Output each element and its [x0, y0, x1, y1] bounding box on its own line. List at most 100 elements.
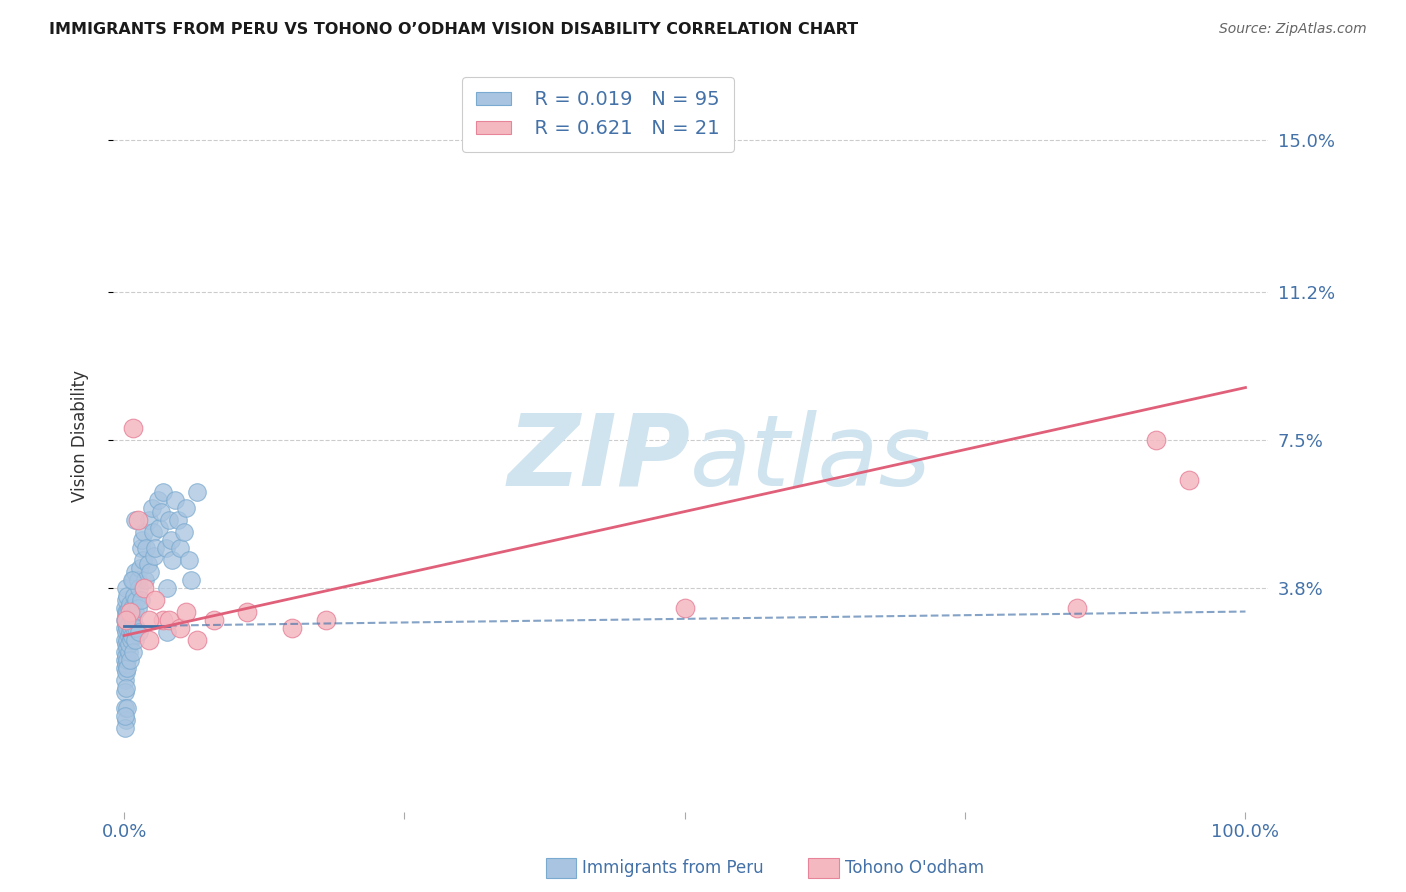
Point	[115, 681, 138, 695]
Point	[132, 552, 155, 566]
Point	[139, 565, 162, 579]
Point	[120, 632, 142, 647]
Point	[125, 592, 148, 607]
Point	[174, 500, 197, 515]
Point	[114, 660, 136, 674]
Point	[186, 484, 208, 499]
Point	[169, 621, 191, 635]
Point	[124, 565, 146, 579]
Point	[115, 657, 138, 671]
Point	[202, 613, 225, 627]
Point	[155, 541, 177, 555]
Point	[118, 652, 141, 666]
Point	[128, 581, 150, 595]
Point	[122, 621, 145, 635]
Point	[121, 600, 143, 615]
Point	[127, 573, 149, 587]
Point	[167, 512, 190, 526]
Text: Source: ZipAtlas.com: Source: ZipAtlas.com	[1219, 22, 1367, 37]
Point	[138, 512, 160, 526]
Point	[673, 600, 696, 615]
Point	[115, 616, 138, 631]
Point	[122, 420, 145, 434]
Point	[143, 549, 166, 563]
Point	[117, 605, 139, 619]
Point	[115, 624, 138, 639]
Point	[156, 624, 179, 639]
Point	[121, 573, 143, 587]
Point	[114, 600, 136, 615]
Point	[157, 613, 180, 627]
Point	[157, 512, 180, 526]
Point	[138, 613, 160, 627]
Point	[125, 621, 148, 635]
Point	[118, 624, 141, 639]
Point	[180, 573, 202, 587]
Point	[117, 644, 139, 658]
Point	[117, 652, 139, 666]
Point	[117, 600, 139, 615]
Point	[145, 541, 167, 555]
Point	[236, 605, 259, 619]
Point	[117, 621, 139, 635]
Point	[281, 621, 304, 635]
Point	[141, 500, 163, 515]
Point	[114, 721, 136, 735]
Point	[122, 613, 145, 627]
Point	[115, 648, 138, 663]
Point	[173, 524, 195, 539]
Point	[117, 613, 139, 627]
Legend:   R = 0.019   N = 95,   R = 0.621   N = 21: R = 0.019 N = 95, R = 0.621 N = 21	[463, 77, 734, 152]
Point	[120, 621, 142, 635]
Point	[142, 524, 165, 539]
Point	[122, 644, 145, 658]
Point	[118, 605, 141, 619]
Point	[117, 632, 139, 647]
Point	[117, 700, 139, 714]
Point	[1178, 473, 1201, 487]
Point	[162, 552, 184, 566]
Point	[315, 613, 337, 627]
Point	[114, 644, 136, 658]
Point	[156, 581, 179, 595]
Point	[117, 589, 139, 603]
Point	[117, 628, 139, 642]
Point	[114, 632, 136, 647]
Point	[117, 616, 139, 631]
Point	[148, 520, 170, 534]
Point	[115, 592, 138, 607]
Point	[129, 592, 152, 607]
Point	[134, 524, 156, 539]
Point	[1066, 600, 1088, 615]
Point	[115, 665, 138, 679]
Point	[124, 605, 146, 619]
Point	[114, 684, 136, 698]
Point	[115, 613, 138, 627]
Point	[115, 605, 138, 619]
Y-axis label: Vision Disability: Vision Disability	[72, 369, 89, 501]
Point	[134, 573, 156, 587]
Point	[152, 613, 174, 627]
Point	[120, 608, 142, 623]
Point	[114, 652, 136, 666]
Point	[117, 636, 139, 650]
Point	[160, 533, 183, 547]
Point	[114, 621, 136, 635]
Point	[145, 592, 167, 607]
Text: Immigrants from Peru: Immigrants from Peru	[582, 859, 763, 877]
Point	[134, 581, 156, 595]
Point	[136, 557, 159, 571]
Point	[152, 484, 174, 499]
Point	[169, 541, 191, 555]
Point	[124, 632, 146, 647]
Point	[122, 573, 145, 587]
Point	[114, 673, 136, 687]
Text: ZIP: ZIP	[508, 409, 690, 507]
Point	[117, 640, 139, 655]
Point	[115, 581, 138, 595]
Point	[128, 560, 150, 574]
Point	[117, 660, 139, 674]
Point	[127, 600, 149, 615]
Point	[121, 628, 143, 642]
Point	[146, 492, 169, 507]
